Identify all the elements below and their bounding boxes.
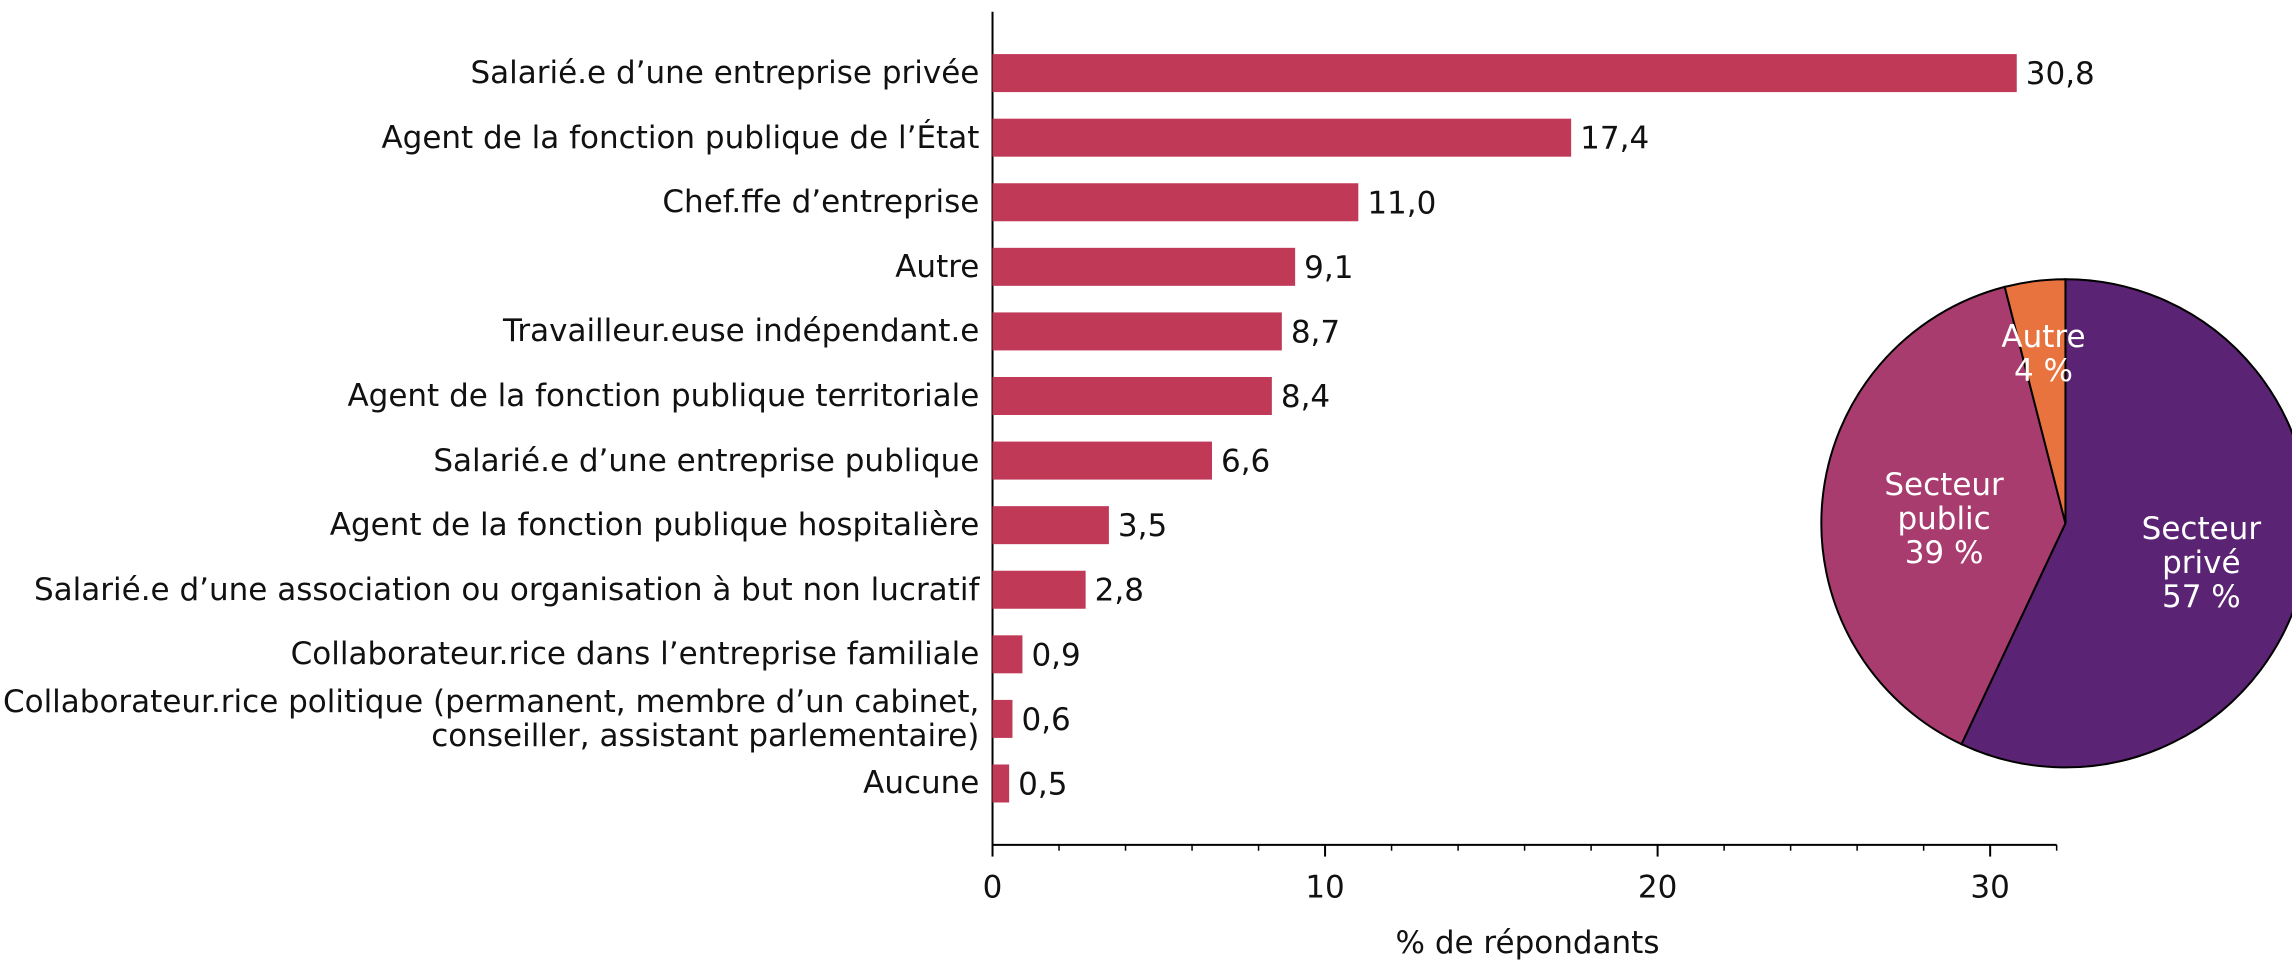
value-label: 0,9 <box>1031 637 1080 673</box>
x-tick-label: 0 <box>983 870 1003 906</box>
category-label: Collaborateur.rice dans l’entreprise fam… <box>290 636 980 673</box>
value-label: 6,6 <box>1221 444 1270 480</box>
bar <box>992 570 1086 609</box>
category-label: Aucune <box>863 765 980 802</box>
category-label: Salarié.e d’une entreprise privée <box>470 55 980 92</box>
bar <box>992 764 1010 803</box>
pie-slice <box>2003 278 2067 524</box>
value-label: 0,6 <box>1021 702 1070 738</box>
slice-value: 39 % <box>1904 534 1984 571</box>
slice-label: Autre 4 % <box>2001 320 2085 388</box>
bar <box>992 699 1013 738</box>
slice-name: Secteur public <box>1884 466 2004 537</box>
slice-value: 57 % <box>2161 578 2241 615</box>
pie-slice <box>1820 285 2067 746</box>
value-label: 8,4 <box>1281 379 1330 415</box>
bar <box>992 54 2017 93</box>
slice-value: 4 % <box>2013 352 2074 389</box>
category-label: Chef.ffe d’entreprise <box>662 184 980 221</box>
category-label: Agent de la fonction publique territoria… <box>347 377 980 414</box>
category-label: Salarié.e d’une association ou organisat… <box>33 571 980 608</box>
bar <box>992 635 1023 674</box>
bar <box>992 441 1212 480</box>
bar <box>992 247 1296 286</box>
bar <box>992 376 1272 415</box>
x-tick-label: 30 <box>1970 870 2009 906</box>
bar <box>992 506 1109 545</box>
category-label: Agent de la fonction publique hospitaliè… <box>329 507 980 544</box>
slice-name: Secteur privé <box>2141 510 2262 581</box>
category-label: Travailleur.euse indépendant.e <box>502 313 980 350</box>
bar <box>992 312 1282 351</box>
value-label: 8,7 <box>1291 314 1340 350</box>
category-label: Collaborateur.rice politique (permanent,… <box>2 683 980 754</box>
slice-label: Secteur public 39 % <box>1884 468 2003 570</box>
value-label: 17,4 <box>1580 121 1649 157</box>
slice-name: Autre <box>2001 318 2086 355</box>
bar <box>992 118 1572 157</box>
pie-slice <box>1960 278 2292 769</box>
x-tick-label: 20 <box>1638 870 1677 906</box>
bar <box>992 183 1359 222</box>
value-label: 2,8 <box>1095 573 1144 609</box>
value-label: 0,5 <box>1018 766 1067 802</box>
value-label: 3,5 <box>1118 508 1167 544</box>
x-tick-label: 10 <box>1305 870 1344 906</box>
value-label: 30,8 <box>2026 56 2095 92</box>
value-label: 11,0 <box>1367 185 1436 221</box>
category-label: Salarié.e d’une entreprise publique <box>433 442 980 479</box>
slice-label: Secteur privé 57 % <box>2142 512 2261 614</box>
x-axis-title: % de répondants <box>1396 925 1660 960</box>
category-label: Autre <box>895 248 980 285</box>
value-label: 9,1 <box>1304 250 1353 286</box>
category-label: Agent de la fonction publique de l’État <box>381 119 980 156</box>
